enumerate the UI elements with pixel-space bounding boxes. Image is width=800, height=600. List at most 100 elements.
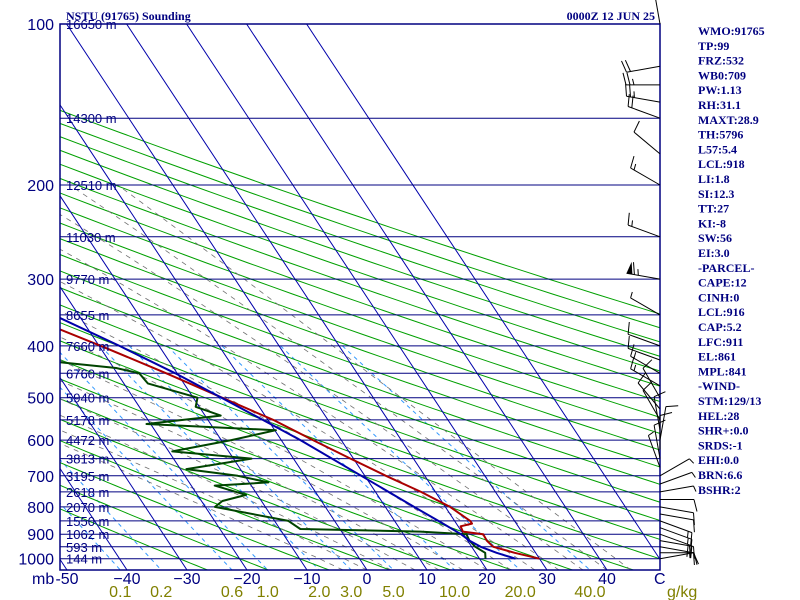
wind-barb xyxy=(647,431,661,468)
mixing-ratio-tick-label: 3.0 xyxy=(340,584,362,600)
wind-barb-shaft xyxy=(630,167,661,186)
wind-barb xyxy=(659,513,695,533)
wind-barb-half-flag xyxy=(687,531,689,538)
isotherm xyxy=(186,24,548,570)
wind-barb-shaft xyxy=(642,368,661,398)
wind-barb-flag xyxy=(690,532,693,545)
dry-adiabat xyxy=(60,508,208,570)
wind-barb xyxy=(642,381,661,421)
wind-barb xyxy=(659,458,695,477)
height-label: 6760 m xyxy=(66,366,109,381)
height-label: 5940 m xyxy=(66,391,109,406)
mixing-ratio-tick-label: 1.0 xyxy=(257,584,279,600)
dry-adiabat xyxy=(60,207,660,418)
isotherm xyxy=(246,24,608,570)
index-line: TH:5796 xyxy=(698,128,743,142)
moist-adiabat xyxy=(60,359,464,570)
index-line: EHI:0.0 xyxy=(698,453,739,467)
wind-barb xyxy=(627,321,661,347)
wind-barb-flag xyxy=(630,155,635,169)
mixing-ratio-line xyxy=(280,345,521,570)
temperature-tick-label: -50 xyxy=(55,571,78,588)
index-line: SRDS:-1 xyxy=(698,438,743,452)
moist-adiabat xyxy=(117,184,632,570)
wind-barb-flag xyxy=(624,59,631,72)
pressure-label: 300 xyxy=(27,272,54,289)
plot-background xyxy=(60,24,660,570)
chart-datetime: 0000Z 12 JUN 25 xyxy=(567,9,655,23)
height-label: 9770 m xyxy=(66,272,109,287)
wind-barb-shaft xyxy=(659,458,690,477)
chart-title: NSTU (91765) Sounding xyxy=(66,9,191,23)
wind-barb-shaft xyxy=(633,131,661,155)
index-line: BRN:6.6 xyxy=(698,468,742,482)
height-label: 4472 m xyxy=(66,433,109,448)
index-line: TT:27 xyxy=(698,202,729,216)
mixing-ratio-line xyxy=(60,351,269,570)
temperature-tick-label: 30 xyxy=(538,571,556,588)
wind-barb-shaft xyxy=(647,435,661,468)
wind-barb-flag xyxy=(653,391,666,398)
index-line: TP:99 xyxy=(698,39,729,53)
dry-adiabat xyxy=(60,253,660,468)
height-label: 1550 m xyxy=(66,514,109,529)
wind-barb xyxy=(659,506,695,526)
wind-barb-flag xyxy=(629,84,631,97)
index-line: WB0:709 xyxy=(698,68,746,82)
isotherm xyxy=(60,558,68,570)
index-line: BSHR:2 xyxy=(698,483,741,497)
wind-barb-flag xyxy=(689,545,691,559)
dewpoint-line xyxy=(60,361,487,559)
dry-adiabat xyxy=(60,177,660,387)
pressure-label: 700 xyxy=(27,469,54,486)
wind-barb-half-flag xyxy=(633,352,637,359)
wind-barb xyxy=(653,391,666,431)
wind-barb-flag xyxy=(627,336,630,349)
temperature-line xyxy=(60,328,540,560)
dry-adiabat xyxy=(60,304,660,522)
mixing-ratio-tick-label: 2.0 xyxy=(308,584,330,600)
wind-barb-flag xyxy=(642,381,653,391)
wind-barb-flag xyxy=(665,405,679,408)
wind-barb-flag xyxy=(693,519,695,533)
dry-adiabat xyxy=(60,109,660,315)
mixing-ratio-tick-label: 0.6 xyxy=(221,584,243,600)
wind-barb xyxy=(627,212,661,238)
dry-adiabat xyxy=(60,136,660,343)
height-label: 3813 m xyxy=(66,452,109,467)
pressure-label: 200 xyxy=(27,178,54,195)
wind-barb-half-flag xyxy=(633,364,637,371)
plot-frame xyxy=(59,23,661,571)
wind-barb-half-flag xyxy=(632,78,635,86)
wind-barb-flag xyxy=(630,356,635,369)
dry-adiabat xyxy=(60,484,269,570)
index-line: MAXT:28.9 xyxy=(698,113,759,127)
pressure-label: 900 xyxy=(27,527,54,544)
wind-barb-shaft xyxy=(626,95,661,103)
height-label: 3195 m xyxy=(66,469,109,484)
wind-barb xyxy=(633,120,661,155)
index-line: CAP:5.2 xyxy=(698,320,742,334)
wind-barb-half-flag xyxy=(691,472,696,478)
wind-barb-flag xyxy=(633,262,635,275)
mixing-ratio-line xyxy=(128,345,352,570)
wind-barb-shaft xyxy=(627,333,661,347)
pressure-label: 600 xyxy=(27,433,54,450)
index-line: SI:12.3 xyxy=(698,187,734,201)
isotherm xyxy=(306,24,660,561)
wind-barb-shaft xyxy=(637,382,661,410)
wind-barb xyxy=(659,533,693,559)
index-line: CINH:0 xyxy=(698,290,739,304)
wind-barb xyxy=(621,59,661,73)
index-line: KI:-8 xyxy=(698,216,726,230)
pressure-label: 1000 xyxy=(18,552,54,569)
isotherm xyxy=(60,376,188,570)
wind-barb-shaft xyxy=(659,533,693,547)
mixing-ratio-line xyxy=(60,502,121,570)
temperature-tick-label: 10 xyxy=(418,571,436,588)
wind-barb-shaft xyxy=(659,546,694,554)
wind-barb-flag xyxy=(693,512,695,526)
wind-barb-half-flag xyxy=(630,291,633,299)
wind-barb xyxy=(659,552,699,565)
temperature-tick-label: −20 xyxy=(233,571,260,588)
